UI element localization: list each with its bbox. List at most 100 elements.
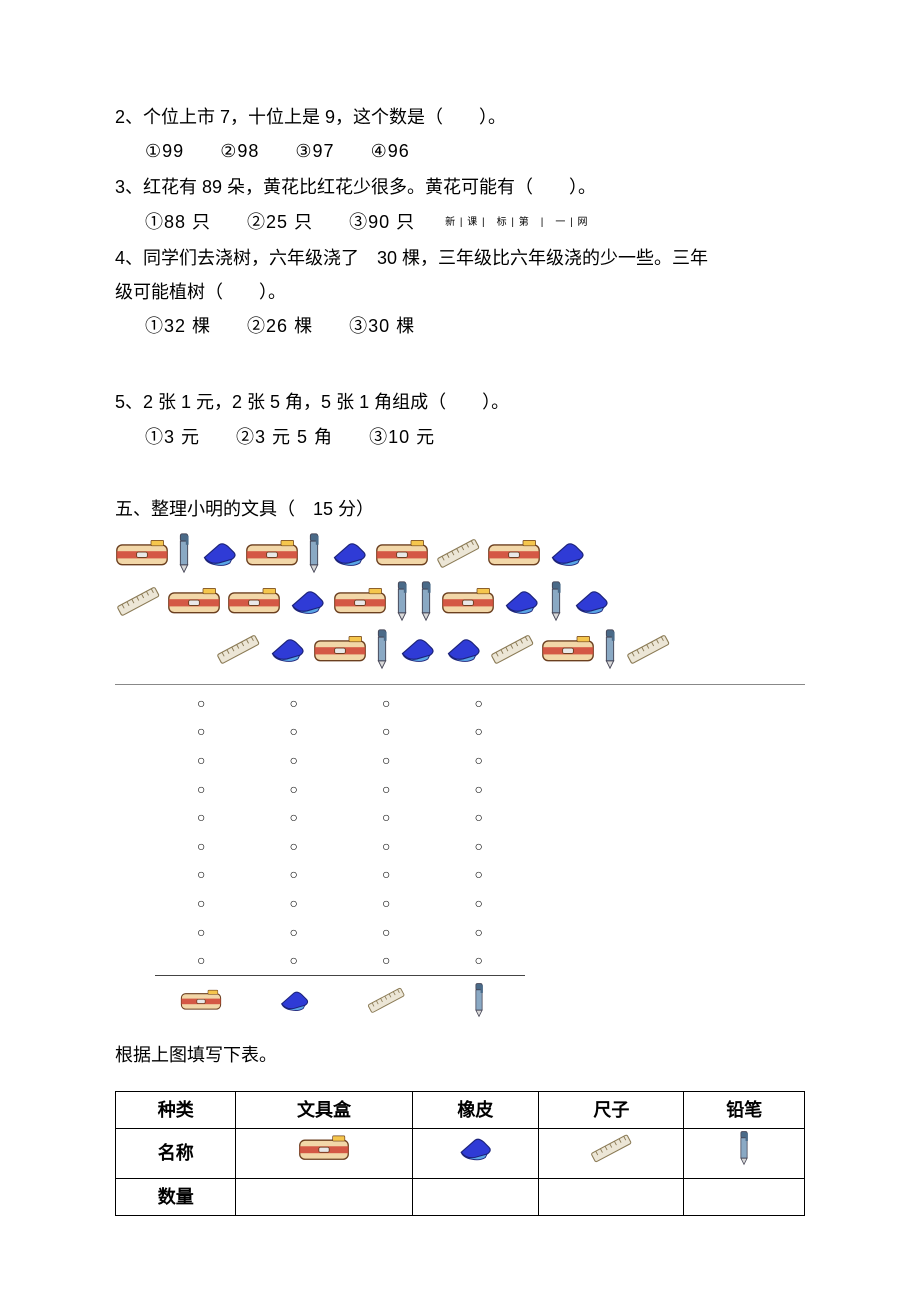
tally-cell: ○ — [433, 860, 526, 889]
tally-row: ○○○○ — [155, 717, 525, 746]
tally-cell: ○ — [433, 918, 526, 947]
tally-cell: ○ — [433, 689, 526, 718]
tally-cell: ○ — [155, 889, 248, 918]
tally-cell: ○ — [433, 775, 526, 804]
pencil-box-icon — [441, 584, 495, 618]
tally-cell: ○ — [248, 832, 341, 861]
pen-icon — [601, 628, 619, 670]
question-5-text: 5、2 张 1 元，2 张 5 角，5 张 1 角组成（ ）。 — [115, 385, 805, 419]
ruler-icon — [435, 533, 481, 573]
tally-chart: ○○○○○○○○○○○○○○○○○○○○○○○○○○○○○○○○○○○○○○○○ — [155, 689, 525, 1031]
pencil-box-icon — [115, 536, 169, 570]
pencil-box-icon — [541, 632, 595, 666]
tally-cell: ○ — [433, 746, 526, 775]
result-name-row: 名称 — [116, 1128, 805, 1178]
question-4-line1: 4、同学们去浇树，六年级浇了 30 棵，三年级比六年级浇的少一些。三年 — [115, 241, 805, 275]
pen-icon — [175, 532, 193, 574]
tally-cell: ○ — [248, 803, 341, 832]
stationery-area — [115, 532, 805, 685]
question-2: 2、个位上市 7，十位上是 9，这个数是（ ）。 ①99 ②98 ③97 ④96 — [115, 100, 805, 168]
hdr-ruler: 尺子 — [539, 1091, 684, 1128]
cell-eraser-count — [412, 1178, 539, 1215]
eraser-icon — [443, 634, 483, 664]
result-header-row: 种类 文具盒 橡皮 尺子 铅笔 — [116, 1091, 805, 1128]
ruler-icon — [340, 975, 433, 1030]
tally-row: ○○○○ — [155, 746, 525, 775]
tally-cell: ○ — [433, 803, 526, 832]
hdr-pen: 铅笔 — [684, 1091, 805, 1128]
tally-row: ○○○○ — [155, 889, 525, 918]
row-name-label: 名称 — [116, 1128, 236, 1178]
tally-row: ○○○○ — [155, 803, 525, 832]
section-5-title: 五、整理小明的文具（ 15 分） — [115, 492, 805, 526]
tally-cell: ○ — [340, 689, 433, 718]
tally-row: ○○○○ — [155, 918, 525, 947]
tally-cell: ○ — [433, 946, 526, 975]
tally-icon-row — [155, 975, 525, 1030]
tally-cell: ○ — [155, 803, 248, 832]
pen-icon — [393, 580, 411, 622]
question-4: 4、同学们去浇树，六年级浇了 30 棵，三年级比六年级浇的少一些。三年 级可能植… — [115, 241, 805, 344]
pen-icon — [547, 580, 565, 622]
question-5: 5、2 张 1 元，2 张 5 角，5 张 1 角组成（ ）。 ①3 元 ②3 … — [115, 385, 805, 453]
eraser-icon — [501, 586, 541, 616]
tally-cell: ○ — [340, 803, 433, 832]
tally-cell: ○ — [155, 717, 248, 746]
cell-box-count — [236, 1178, 412, 1215]
tally-row: ○○○○ — [155, 775, 525, 804]
ruler-icon — [489, 629, 535, 669]
tally-cell: ○ — [248, 946, 341, 975]
tally-cell: ○ — [248, 860, 341, 889]
pencil-box-icon — [167, 584, 221, 618]
tally-cell: ○ — [340, 918, 433, 947]
stationery-row — [115, 628, 805, 670]
eraser-icon — [571, 586, 611, 616]
result-count-row: 数量 — [116, 1178, 805, 1215]
tally-cell: ○ — [340, 746, 433, 775]
row-count-label: 数量 — [116, 1178, 236, 1215]
tally-cell: ○ — [248, 689, 341, 718]
question-2-options: ①99 ②98 ③97 ④96 — [115, 134, 805, 168]
tally-row: ○○○○ — [155, 832, 525, 861]
pen-icon — [305, 532, 323, 574]
tally-cell: ○ — [155, 918, 248, 947]
question-3-options: ①88 只 ②25 只 ③90 只新 | 课 | 标 | 第 | 一 | 网 — [115, 205, 805, 239]
tally-row: ○○○○ — [155, 860, 525, 889]
tally-cell: ○ — [155, 832, 248, 861]
hdr-eraser: 橡皮 — [412, 1091, 539, 1128]
eraser-icon — [397, 634, 437, 664]
table-caption: 根据上图填写下表。 — [115, 1038, 805, 1072]
cell-box-icon — [236, 1128, 412, 1178]
tally-cell: ○ — [433, 832, 526, 861]
cell-eraser-icon — [412, 1128, 539, 1178]
pencil-box-icon — [487, 536, 541, 570]
pencil-box-icon — [333, 584, 387, 618]
tally-cell: ○ — [340, 832, 433, 861]
pencil-box-icon — [313, 632, 367, 666]
pen-icon — [433, 975, 526, 1030]
tally-cell: ○ — [340, 889, 433, 918]
tally-row: ○○○○ — [155, 946, 525, 975]
tally-cell: ○ — [155, 746, 248, 775]
tally-cell: ○ — [433, 717, 526, 746]
eraser-icon — [248, 975, 341, 1030]
tally-cell: ○ — [340, 775, 433, 804]
pencil-box-icon — [155, 975, 248, 1030]
question-5-options: ①3 元 ②3 元 5 角 ③10 元 — [115, 420, 805, 454]
eraser-icon — [547, 538, 587, 568]
cell-ruler-count — [539, 1178, 684, 1215]
tally-cell: ○ — [248, 775, 341, 804]
tally-cell: ○ — [155, 775, 248, 804]
pencil-box-icon — [227, 584, 281, 618]
eraser-icon — [199, 538, 239, 568]
tally-row: ○○○○ — [155, 689, 525, 718]
pencil-box-icon — [375, 536, 429, 570]
tally-cell: ○ — [248, 717, 341, 746]
tally-cell: ○ — [340, 860, 433, 889]
pen-icon — [373, 628, 391, 670]
tally-cell: ○ — [248, 918, 341, 947]
stationery-row — [115, 532, 805, 574]
tally-cell: ○ — [248, 889, 341, 918]
pen-icon — [417, 580, 435, 622]
result-table: 种类 文具盒 橡皮 尺子 铅笔 名称 — [115, 1091, 805, 1217]
